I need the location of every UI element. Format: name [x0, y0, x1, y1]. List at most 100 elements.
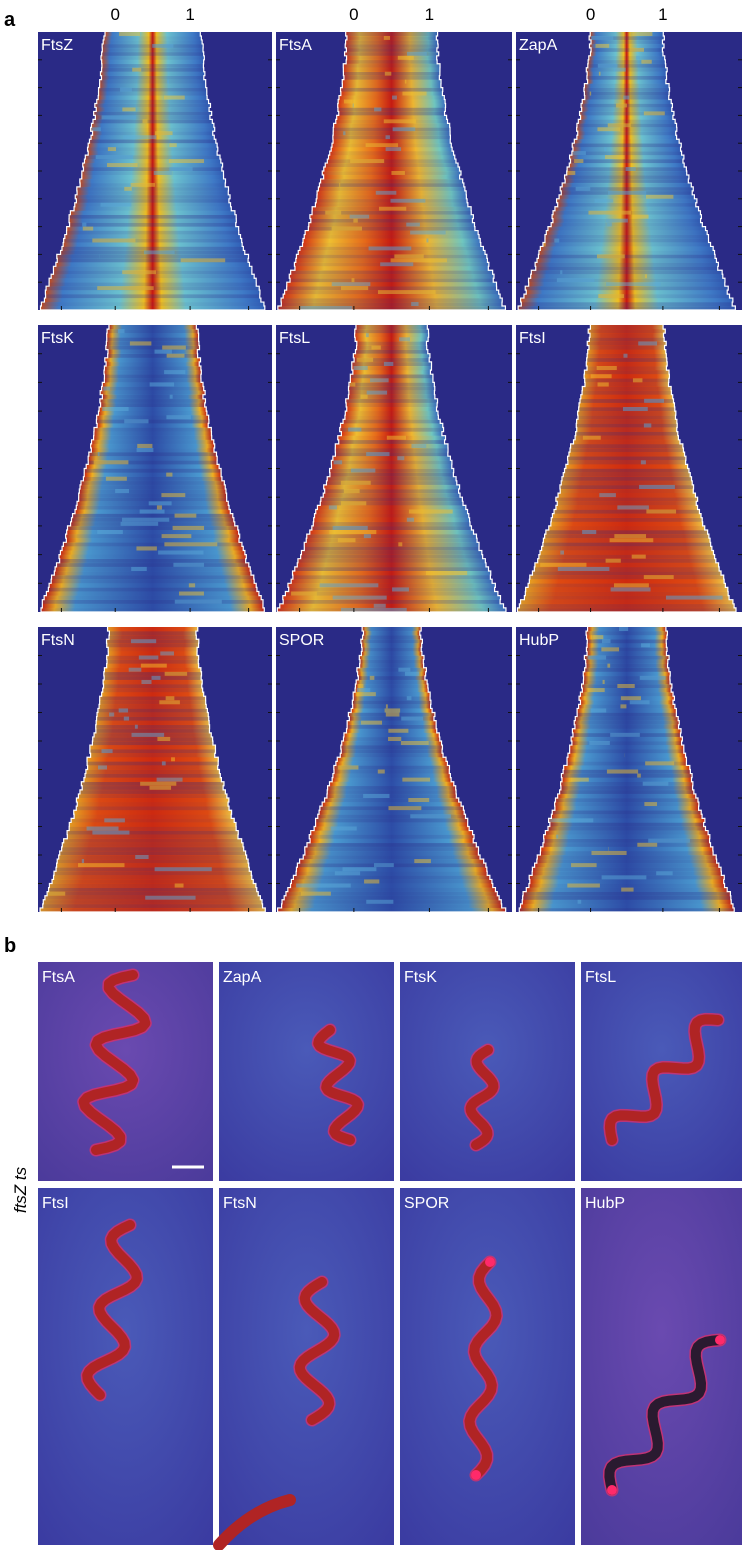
demograph-noise — [379, 207, 406, 211]
demograph-noise — [611, 587, 651, 591]
demograph-row — [356, 325, 427, 329]
demograph-row — [335, 448, 448, 452]
demograph-row — [93, 119, 212, 123]
demograph-row — [342, 80, 441, 84]
demograph-row — [572, 729, 681, 733]
demograph-row — [359, 656, 424, 660]
demograph-noise — [641, 460, 646, 464]
demograph-row — [532, 571, 721, 575]
demograph-row — [586, 362, 667, 366]
demograph-noise — [149, 501, 172, 505]
demograph-noise — [140, 510, 165, 514]
demograph-row — [46, 592, 259, 596]
demograph-row — [550, 822, 704, 826]
demograph-row — [69, 215, 236, 219]
demograph-row — [587, 76, 667, 80]
demograph-row — [545, 239, 709, 243]
demograph-noise — [97, 286, 153, 290]
demograph-row — [324, 167, 460, 171]
demograph-row — [317, 505, 465, 509]
demograph-noise — [557, 278, 595, 282]
demograph-row — [335, 444, 448, 448]
panel-label: a — [4, 9, 16, 31]
demograph-noise — [374, 604, 386, 608]
demograph-row — [82, 175, 224, 179]
demograph-row — [49, 884, 255, 888]
demograph-noise — [350, 382, 355, 386]
demograph-row — [521, 600, 733, 604]
demograph-noise — [165, 672, 187, 676]
demograph-noise — [364, 879, 379, 883]
demograph-row — [305, 231, 478, 235]
demograph-row — [283, 596, 501, 600]
micrograph: ZapA — [219, 962, 394, 1181]
demograph-row — [88, 143, 217, 147]
demograph-row — [574, 440, 680, 444]
demograph-noise — [607, 770, 638, 774]
demograph-noise — [169, 159, 204, 163]
demograph-noise — [620, 704, 626, 708]
demograph-noise — [106, 477, 127, 481]
demograph-noise — [638, 341, 657, 345]
demograph-row — [88, 147, 218, 151]
demograph-noise — [583, 436, 601, 440]
demograph-row — [558, 203, 696, 207]
demograph-row — [97, 415, 209, 419]
panel-name: FtsN — [223, 1195, 257, 1212]
demograph-row — [100, 696, 206, 700]
demograph-row — [280, 604, 504, 608]
demograph-noise — [166, 473, 172, 477]
demograph-row — [88, 765, 218, 769]
demograph-noise — [366, 647, 367, 651]
demograph-row — [296, 867, 486, 871]
demograph-noise — [175, 884, 184, 888]
demograph-row — [339, 96, 444, 100]
demograph-noise — [115, 489, 129, 493]
panel-name: FtsZ — [41, 37, 73, 54]
demograph-row — [109, 325, 196, 329]
demograph-row — [565, 469, 689, 473]
demograph-noise — [140, 782, 176, 786]
demograph-row — [60, 551, 244, 555]
demograph-noise — [602, 639, 611, 643]
demograph-row — [316, 822, 468, 826]
demograph-row — [346, 60, 437, 64]
demograph-noise — [405, 80, 407, 84]
demograph-row — [108, 651, 197, 655]
demograph-row — [340, 753, 443, 757]
demograph-row — [585, 668, 669, 672]
demograph-noise — [603, 680, 605, 684]
demograph-row — [296, 254, 486, 258]
demograph-noise — [333, 596, 387, 600]
panel-name: FtsI — [519, 330, 546, 347]
demograph-row — [524, 294, 730, 298]
demograph-row — [69, 822, 236, 826]
demograph-row — [104, 374, 200, 378]
demograph-row — [100, 391, 205, 395]
demograph-row — [588, 350, 666, 354]
demograph-row — [310, 839, 473, 843]
demograph-row — [561, 774, 692, 778]
demograph-row — [104, 668, 201, 672]
demograph-row — [102, 60, 204, 64]
demograph-noise — [597, 127, 620, 131]
demograph-row — [535, 262, 718, 266]
demograph-row — [79, 489, 226, 493]
demograph-row — [318, 187, 464, 191]
demograph-row — [102, 68, 204, 72]
demograph-row — [95, 103, 211, 107]
demograph-row — [57, 859, 248, 863]
demograph-noise — [124, 419, 148, 423]
demograph-noise — [588, 656, 606, 660]
demograph-noise — [137, 448, 154, 452]
demograph-row — [287, 286, 497, 290]
demograph-row — [563, 473, 690, 477]
demograph-row — [583, 680, 670, 684]
demograph-row — [283, 600, 500, 604]
demograph-noise — [560, 270, 562, 274]
demograph-row — [84, 469, 221, 473]
demograph-noise — [155, 867, 212, 871]
demograph-row — [543, 242, 711, 246]
demograph-noise — [124, 717, 129, 721]
demograph-noise — [155, 350, 172, 354]
